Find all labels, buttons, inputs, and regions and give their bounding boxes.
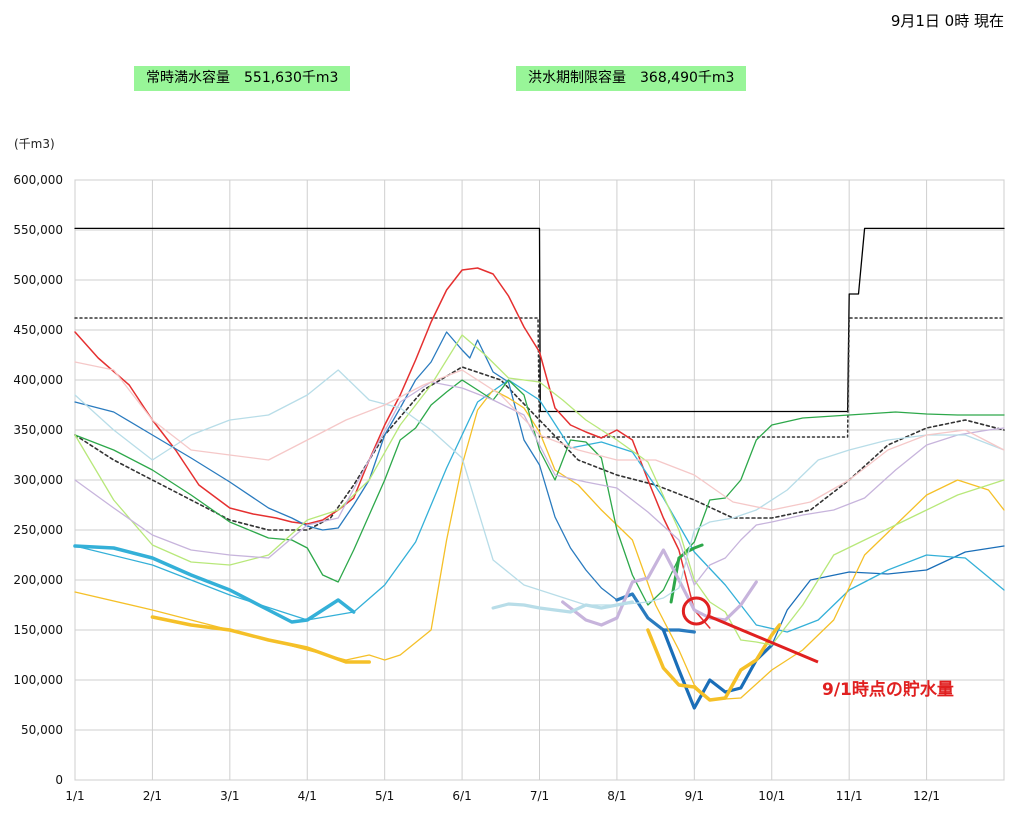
y-tick-label: 0 [55,773,63,787]
x-tick-label: 11/1 [836,789,863,803]
flood-limit-badge: 洪水期制限容量 368,490千m3 [516,66,747,91]
series-line-3 [74,267,711,629]
x-tick-label: 7/1 [530,789,549,803]
x-tick-label: 8/1 [607,789,626,803]
series-line-5 [615,592,696,634]
x-tick-label: 6/1 [452,789,471,803]
y-tick-label: 200,000 [13,573,63,587]
x-tick-label: 2/1 [143,789,162,803]
series-line-13 [74,379,1005,606]
series-line-7 [755,545,1005,661]
series-line-2 [74,366,1005,531]
x-tick-label: 10/1 [758,789,785,803]
series-line-20 [74,361,1005,511]
series-line-9 [73,544,356,624]
y-tick-label: 350,000 [13,423,63,437]
series-line-11 [150,615,371,664]
series-line-15 [74,334,1005,646]
series-line-4 [74,331,695,633]
annotation-label: 9/1時点の貯水量 [822,679,954,700]
y-tick-label: 600,000 [13,173,63,187]
y-tick-label: 50,000 [21,723,63,737]
series-line-17 [561,548,758,627]
series-line-16 [74,381,1005,586]
x-tick-label: 3/1 [220,789,239,803]
y-tick-label: 550,000 [13,223,63,237]
y-tick-label: 300,000 [13,473,63,487]
full-capacity-badge: 常時満水容量 551,630千m3 [134,66,351,91]
y-tick-label: 250,000 [13,523,63,537]
series-line-1 [74,317,1005,438]
y-tick-label: 450,000 [13,323,63,337]
y-tick-label: 500,000 [13,273,63,287]
y-unit-label: (千m3) [14,137,55,151]
x-tick-label: 5/1 [375,789,394,803]
annotation-arrow [707,614,819,664]
y-tick-label: 150,000 [13,623,63,637]
timestamp: 9月1日 0時 現在 [890,12,1004,30]
series-line-19 [491,600,634,614]
series-line-12 [646,623,782,702]
x-tick-label: 12/1 [913,789,940,803]
y-tick-label: 100,000 [13,673,63,687]
y-tick-label: 400,000 [13,373,63,387]
x-tick-label: 1/1 [65,789,84,803]
x-tick-label: 4/1 [298,789,317,803]
series-line-6 [661,628,774,710]
annotation-circle [681,596,711,626]
x-tick-label: 9/1 [685,789,704,803]
